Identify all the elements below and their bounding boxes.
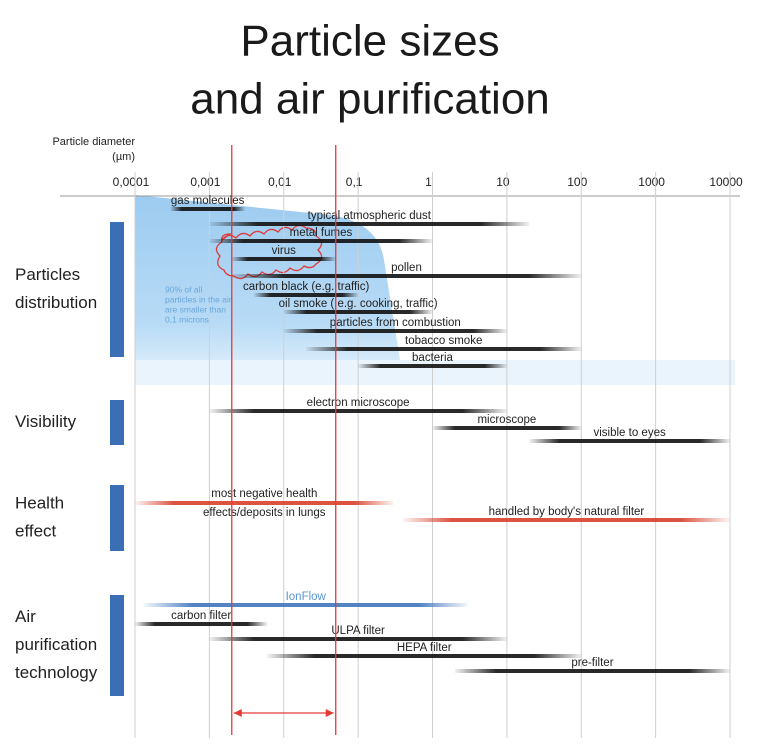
group-label: Particles xyxy=(15,265,80,284)
range-bar xyxy=(267,654,582,658)
virus-cloud xyxy=(215,224,323,280)
range-bar xyxy=(529,439,730,443)
bar-label: visible to eyes xyxy=(594,427,666,439)
range-bar xyxy=(283,310,433,314)
bar-label: carbon black (e.g. traffic) xyxy=(243,281,370,293)
bar-label: most negative health xyxy=(211,488,317,500)
x-tick-label: 10 xyxy=(496,175,510,189)
range-bar xyxy=(454,669,730,673)
x-tick-label: 100 xyxy=(567,175,587,189)
group-bar xyxy=(110,400,124,445)
x-tick-label: 0,001 xyxy=(190,175,220,189)
range-bar xyxy=(402,518,730,522)
group-label: Health xyxy=(15,493,64,512)
range-bar xyxy=(209,222,530,226)
bar-label: HEPA filter xyxy=(397,642,452,654)
group-label: distribution xyxy=(15,293,97,312)
bar-label: oil smoke ( e.g. cooking, traffic) xyxy=(279,298,438,310)
x-tick-label: 1 xyxy=(425,175,432,189)
axis-label: (µm) xyxy=(112,151,135,163)
range-bar xyxy=(306,347,582,351)
group-label: Visibility xyxy=(15,412,77,431)
range-bar xyxy=(254,293,359,297)
bar-label: carbon filter xyxy=(171,610,231,622)
x-tick-label: 0,0001 xyxy=(113,175,150,189)
bar-label: microscope xyxy=(477,414,536,426)
x-tick-label: 1000 xyxy=(638,175,665,189)
group-bar xyxy=(110,595,124,696)
range-bar xyxy=(209,409,507,413)
bar-label: gas molecules xyxy=(171,195,245,207)
bar-label: pre-filter xyxy=(571,657,613,669)
range-bar xyxy=(432,426,582,430)
bar-label: typical atmospheric dust xyxy=(308,210,432,222)
range-bar xyxy=(135,622,268,626)
bar-label: pollen xyxy=(391,262,422,274)
group-label: Air xyxy=(15,607,36,626)
note: 0,1 microns xyxy=(165,314,209,324)
range-bar xyxy=(358,364,507,368)
bar-label: tobacco smoke xyxy=(405,335,482,347)
group-label: effect xyxy=(15,521,57,540)
x-tick-label: 0,1 xyxy=(346,175,363,189)
note: 90% of all xyxy=(165,284,202,294)
bar-label: virus xyxy=(272,245,297,257)
title: Particle sizes xyxy=(240,17,499,66)
group-label: purification xyxy=(15,635,97,654)
note: are smaller than xyxy=(165,304,226,314)
range-bar xyxy=(231,257,336,261)
note: particles in the air xyxy=(165,294,232,304)
bar-label: bacteria xyxy=(412,352,454,364)
group-label: technology xyxy=(15,663,98,682)
bar-label: effects/deposits in lungs xyxy=(203,507,326,519)
bar-label: handled by body's natural filter xyxy=(489,506,645,518)
bar-label: ULPA filter xyxy=(331,625,385,637)
range-bar xyxy=(283,329,507,333)
x-tick-label: 10000 xyxy=(709,175,743,189)
range-bar xyxy=(143,603,468,607)
title: and air purification xyxy=(190,75,550,124)
axis-label: Particle diameter xyxy=(52,136,135,148)
x-tick-label: 0,01 xyxy=(268,175,292,189)
group-bar xyxy=(110,485,124,551)
bar-label: electron microscope xyxy=(307,397,410,409)
range-bar xyxy=(135,501,394,505)
bar-label: particles from combustion xyxy=(330,317,461,329)
range-bar xyxy=(209,637,507,641)
group-bar xyxy=(110,222,124,357)
range-bar xyxy=(209,239,433,243)
range-bar xyxy=(231,274,582,278)
bar-label: IonFlow xyxy=(286,591,327,603)
range-bar xyxy=(170,207,245,211)
bar-label: metal fumes xyxy=(290,227,353,239)
